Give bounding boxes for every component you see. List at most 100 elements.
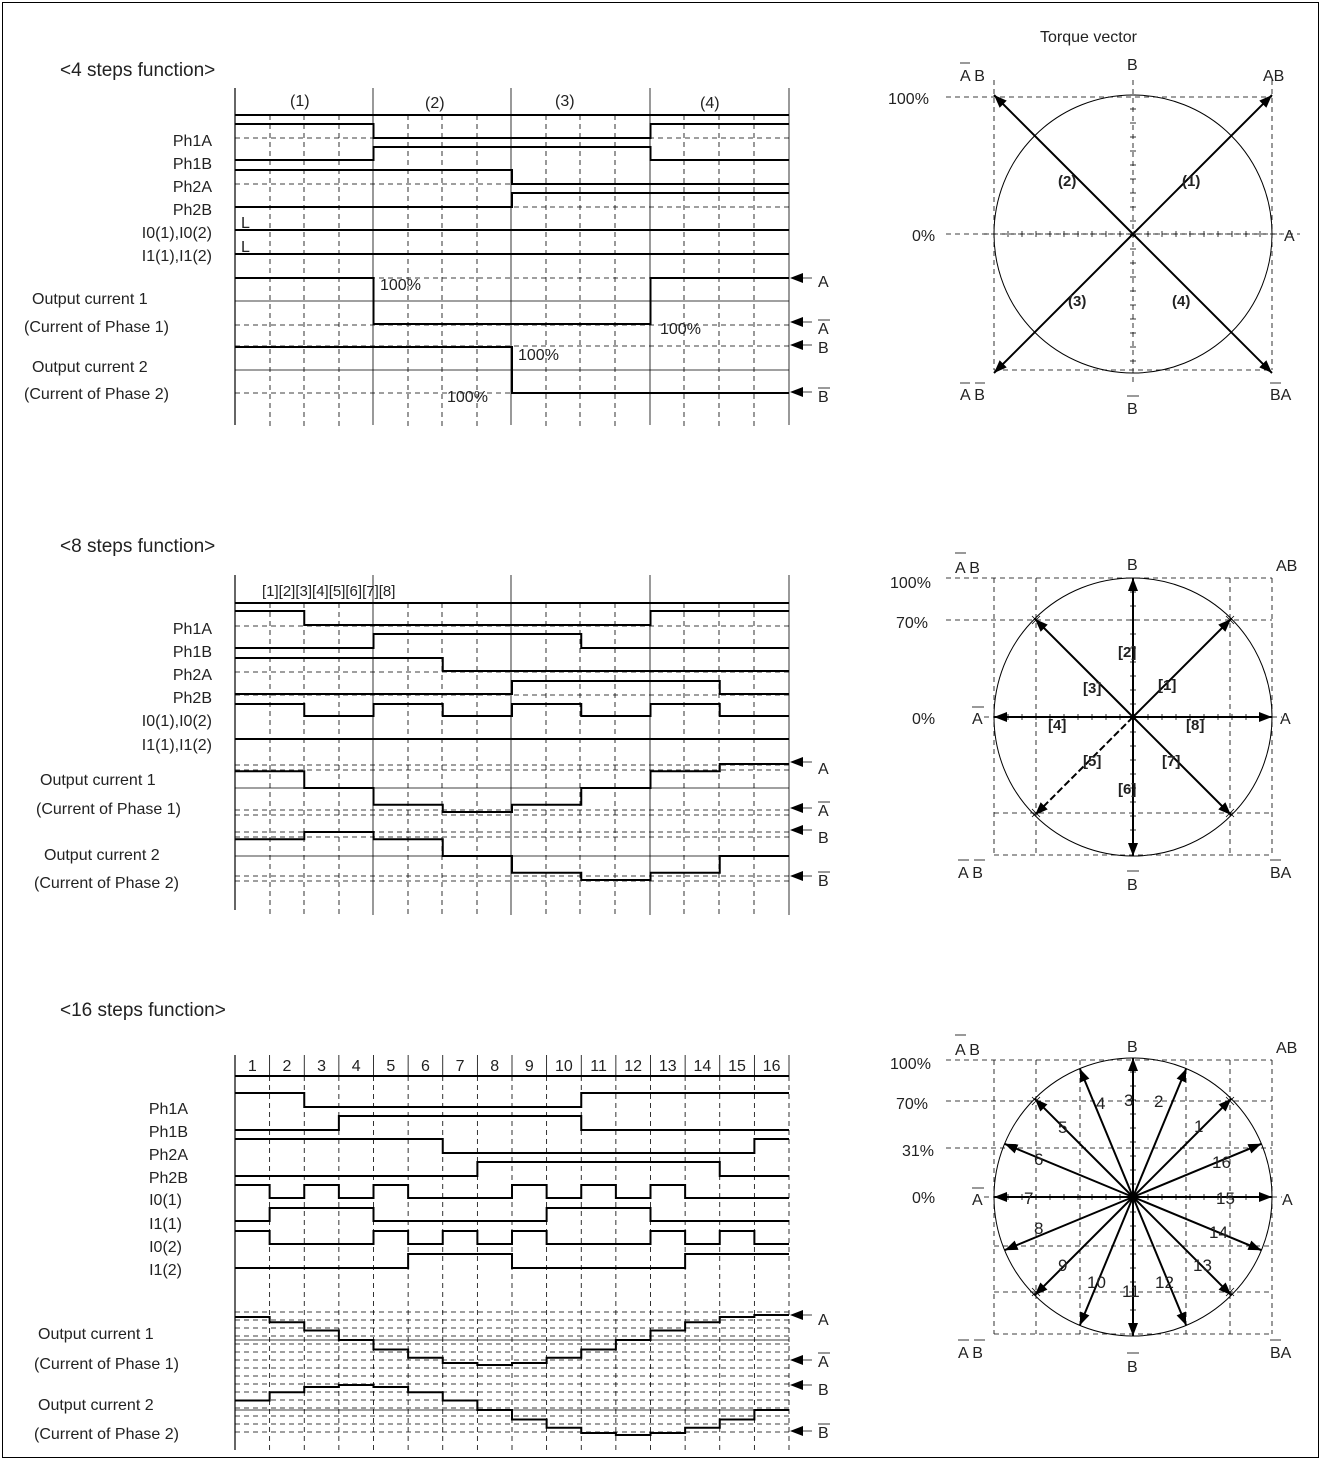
- level-label-a: A: [818, 761, 829, 778]
- step-label: (4): [700, 95, 720, 112]
- output-level-arrows: [790, 757, 812, 881]
- waveform-ph1b: [235, 633, 789, 649]
- vector-arrow-head: [1035, 802, 1048, 815]
- waveforms-8-steps: [235, 610, 789, 881]
- vector-label: (2): [1058, 173, 1076, 190]
- vector-label: 13: [1193, 1256, 1212, 1275]
- percent-annotation: 100%: [447, 389, 488, 406]
- output-label: Output current 1: [38, 1326, 154, 1343]
- level-label-b: B: [818, 340, 829, 357]
- vector-label: 14: [1209, 1223, 1228, 1242]
- level-label-a-bar: A: [818, 803, 829, 820]
- step-label: 13: [659, 1058, 677, 1075]
- waveform-ph1a: [235, 1092, 789, 1108]
- vector-line: [1132, 1196, 1232, 1296]
- vector-line: [1132, 1142, 1262, 1198]
- section-16-steps: <16 steps function> 1 2 3 4 5 6 7 8 9 10 11 12 13 14 1…: [34, 1000, 1297, 1452]
- vectors-8-steps: [984, 577, 1282, 856]
- step-label: 3: [317, 1058, 326, 1075]
- scale-label: 100%: [890, 575, 931, 592]
- vector-arrow-head: [994, 360, 1007, 373]
- vector-arrow-head: [1259, 95, 1272, 108]
- axis-label: A: [1282, 1192, 1293, 1209]
- level-label-a: A: [818, 1312, 829, 1329]
- vector-arrow-head: [1259, 1192, 1272, 1202]
- vector-label: 8: [1034, 1219, 1043, 1238]
- cross-mark: [1031, 808, 1041, 818]
- vector-label: 6: [1034, 1150, 1043, 1169]
- cross-mark: [1031, 615, 1041, 625]
- signal-label: Ph2B: [173, 690, 212, 707]
- vector-line: [1004, 1196, 1134, 1252]
- step-label: 7: [456, 1058, 465, 1075]
- vector-line: [993, 233, 1134, 374]
- vector-label: [7]: [1162, 753, 1180, 770]
- step-label: 8: [490, 1058, 499, 1075]
- vector-label: 3: [1124, 1091, 1133, 1110]
- vector-label: (3): [1068, 293, 1086, 310]
- cross-mark: [1031, 1287, 1041, 1297]
- output-label: (Current of Phase 2): [34, 1426, 179, 1443]
- vector-label: [2]: [1118, 644, 1136, 661]
- corner-label: BA: [1270, 865, 1292, 882]
- step-label: 16: [763, 1058, 781, 1075]
- waveform-ph2a: [235, 1138, 789, 1154]
- section-4-steps: <4 steps function> (1) (2) (3) (4) Ph1A …: [24, 29, 1300, 428]
- corner-label: AB: [1276, 1040, 1297, 1057]
- signal-label: Ph1B: [173, 156, 212, 173]
- vector-line: [1132, 1196, 1188, 1326]
- signal-label: I0(2): [149, 1239, 182, 1256]
- waveforms-4-steps: [235, 123, 789, 394]
- level-arrow-head: [790, 757, 803, 767]
- vector-arrow-head: [1218, 802, 1231, 815]
- vector-arrow-head: [1128, 1323, 1138, 1336]
- vector-arrow-head: [1218, 1282, 1232, 1296]
- output-label: Output current 2: [44, 847, 160, 864]
- vector-line: [1132, 618, 1232, 718]
- axis-label: B: [1127, 401, 1138, 418]
- vector-label: [5]: [1083, 753, 1101, 770]
- signal-label: I1(1),I1(2): [142, 737, 212, 754]
- vector-label: (4): [1172, 293, 1190, 310]
- output-label: (Current of Phase 1): [24, 319, 169, 336]
- vector-label: 1: [1194, 1117, 1203, 1136]
- level-label-a: A: [818, 274, 829, 291]
- vector-arrow-head: [1128, 1058, 1138, 1071]
- level-label-b: B: [818, 830, 829, 847]
- step-label: 14: [694, 1058, 712, 1075]
- waveform-ph1a: [235, 610, 789, 626]
- step-labels-16: 1 2 3 4 5 6 7 8 9 10 11 12 13 14 15 16: [248, 1058, 781, 1075]
- scale-label: 70%: [896, 1096, 928, 1113]
- waveform-ph1a: [235, 123, 789, 139]
- vector-label: 15: [1216, 1189, 1235, 1208]
- level-arrow-head: [790, 825, 803, 835]
- section-title-16-steps: <16 steps function>: [60, 1000, 226, 1021]
- percent-annotation: 100%: [660, 321, 701, 338]
- scale-label: 0%: [912, 711, 935, 728]
- output-level-arrows: [790, 1310, 812, 1436]
- vector-arrow-head: [994, 95, 1007, 108]
- vector-label: 2: [1154, 1092, 1163, 1111]
- vector-arrow-head: [1259, 712, 1272, 722]
- signal-label: Ph1B: [173, 644, 212, 661]
- signal-label: Ph1A: [173, 133, 212, 150]
- vector-label: [8]: [1186, 717, 1204, 734]
- waveform-out2: [235, 831, 789, 881]
- step-label: 6: [421, 1058, 430, 1075]
- vector-line: [1034, 618, 1134, 718]
- vector-line: [1132, 716, 1232, 816]
- waveform-ph2b: [235, 680, 789, 695]
- vector-arrow-head: [1247, 1240, 1262, 1251]
- waveform-i1-2: [235, 1253, 789, 1269]
- cross-mark: [1225, 1287, 1235, 1297]
- vector-label: 10: [1087, 1273, 1106, 1292]
- waveform-out1: [235, 763, 789, 813]
- axis-label: B: [1127, 1039, 1138, 1056]
- waveform-i0-1: [235, 1184, 789, 1199]
- vector-arrow-head: [1034, 1282, 1048, 1296]
- waveform-out2: [235, 1384, 789, 1436]
- output-label: (Current of Phase 1): [36, 801, 181, 818]
- signal-label: I1(1): [149, 1216, 182, 1233]
